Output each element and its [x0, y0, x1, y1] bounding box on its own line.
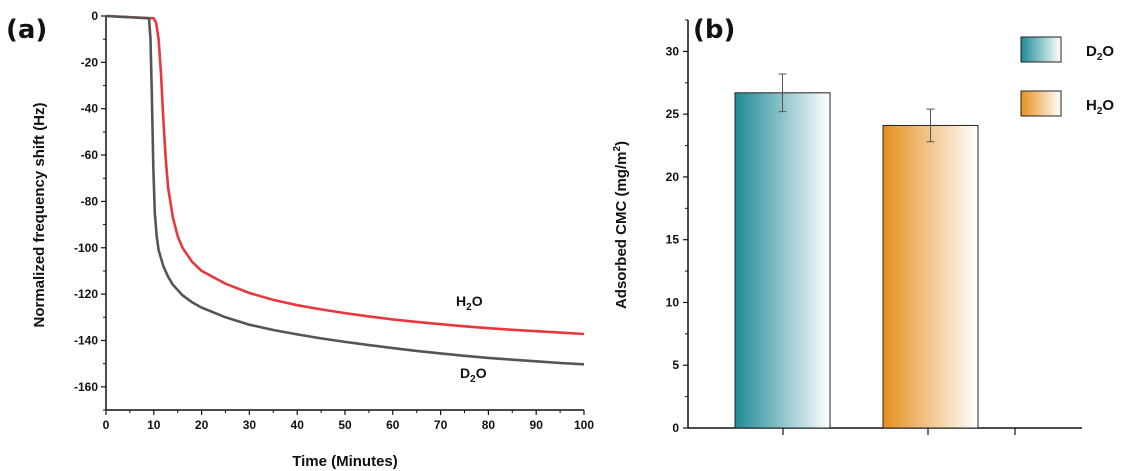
panel-b-y-tick-label: 5 — [672, 358, 679, 372]
panel-a-y-tick-label: -80 — [81, 194, 99, 208]
panel-b-y-tick-label: 10 — [666, 295, 680, 309]
panel-a-y-tick-label: -140 — [74, 333, 98, 347]
panel-a-x-tick-label: 100 — [574, 418, 594, 432]
panel-a-y-tick-label: -160 — [74, 380, 98, 394]
panel-a-x-tick-label: 50 — [338, 418, 352, 432]
panel-a-x-tick-label: 0 — [103, 418, 110, 432]
panel-a-x-tick-label: 70 — [434, 418, 448, 432]
panel-a-series-line-d2o — [105, 14, 585, 366]
panel-a-x-tick-label: 80 — [482, 418, 496, 432]
panel-a-y-tick-label: -20 — [81, 55, 99, 69]
panel-a-y-axis-title: Normalized frequency shift (Hz) — [31, 102, 48, 327]
panel-a-x-tick-label: 60 — [386, 418, 400, 432]
panel-a-x-tick-label: 30 — [243, 418, 257, 432]
panel-a-series-label-d2o: D2O — [460, 365, 487, 385]
panel-a-x-tick-label: 40 — [291, 418, 305, 432]
panel-b-legend-label-h2o: H2O — [1086, 97, 1114, 117]
panel-b-bar-h2o — [882, 124, 979, 429]
panel-b-legend-swatch-d2o — [1020, 36, 1062, 63]
panel-a-y-tick-label: -120 — [74, 287, 98, 301]
panel-b-y-tick-label: 15 — [666, 233, 680, 247]
panel-b-label: (b) — [693, 15, 735, 45]
panel-b-bar-chart: (b) 0 5 10 15 20 25 30 D2O H2O Adsorbed CMC (mg… — [612, 15, 1114, 435]
panel-b-legend-swatch-h2o — [1020, 90, 1062, 117]
panel-b-y-tick-label: 25 — [666, 107, 680, 121]
panel-b-y-tick-label: 0 — [672, 421, 679, 435]
panel-a-y-tick-label: -60 — [81, 148, 99, 162]
panel-b-y-tick-label: 30 — [666, 44, 680, 58]
panel-b-legend-label-d2o: D2O — [1086, 43, 1114, 63]
panel-a-x-tick-label: 10 — [147, 418, 161, 432]
panel-a-series-line-h2o — [105, 14, 585, 336]
panel-b-y-axis-title: Adsorbed CMC (mg/m2) — [612, 141, 630, 309]
panel-b-y-tick-label: 20 — [666, 170, 680, 184]
panel-a-y-tick-label: -100 — [74, 241, 98, 255]
panel-a-series-label-h2o: H2O — [456, 293, 483, 313]
panel-a-x-tick-label: 20 — [195, 418, 209, 432]
panel-a-y-tick-label: 0 — [91, 9, 98, 23]
panel-a-y-tick-label: -40 — [81, 102, 99, 116]
panel-a-x-axis-title: Time (Minutes) — [292, 453, 398, 470]
panel-a-label: (a) — [6, 15, 47, 45]
panel-a-x-tick-label: 90 — [530, 418, 544, 432]
panel-a-line-chart: (a) 0 10 20 30 40 50 60 70 80 90 100 0 -20 -40 -60 -80… — [6, 9, 594, 470]
panel-b-bar-d2o — [734, 92, 831, 429]
